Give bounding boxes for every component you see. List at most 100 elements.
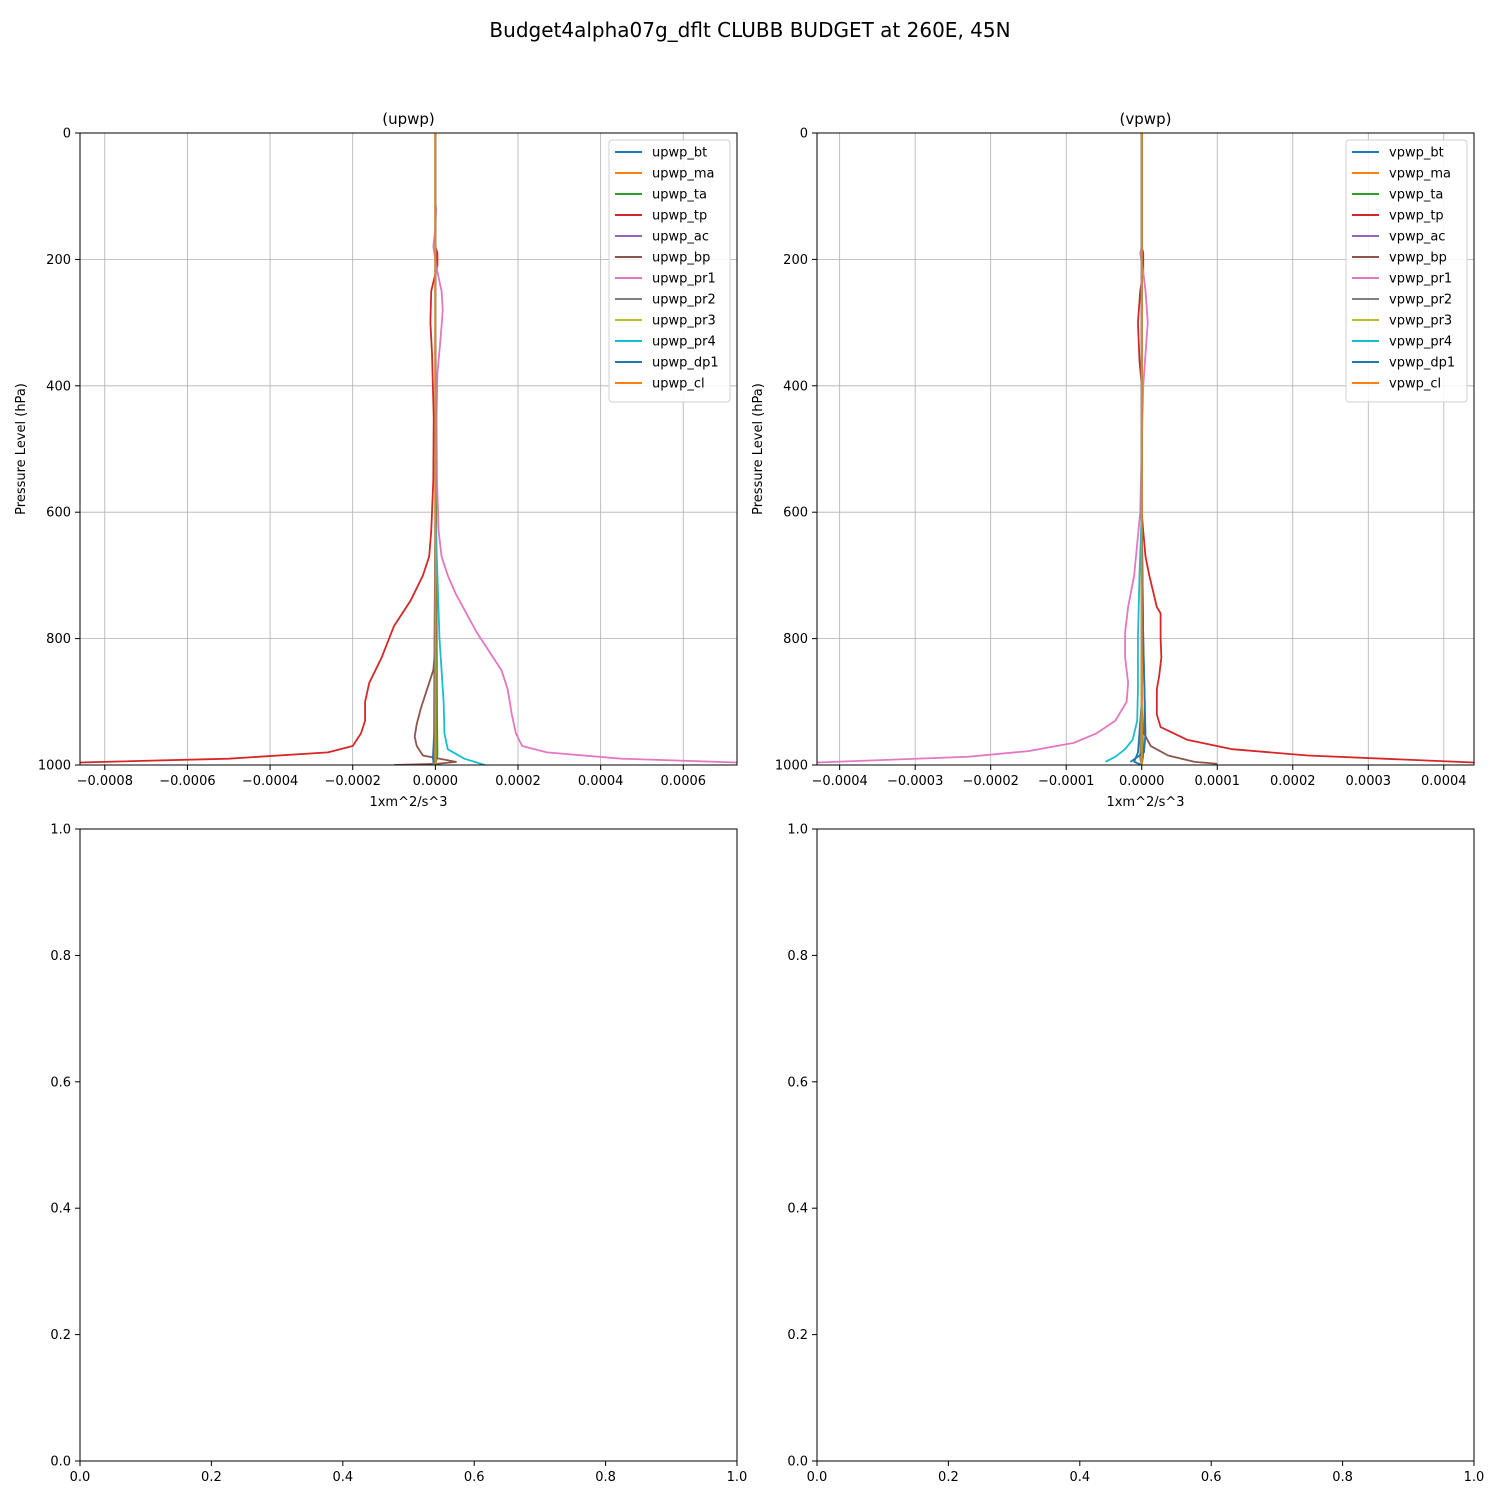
legend: upwp_bt upwp_ma upwp_ta upwp_tp upwp_ac upwp_… [608,139,731,403]
legend-entry: vpwp_ac [1389,230,1445,245]
x-tick-label: 0.0003 [1346,774,1392,789]
legend-entry: vpwp_pr3 [1389,314,1452,329]
x-tick-label: −0.0004 [811,774,867,789]
x-tick-label: 0.0002 [495,774,541,789]
y-tick-label: 0.6 [787,1075,808,1090]
x-tick-label: 0.0000 [1119,774,1165,789]
axes-frame [816,132,1475,766]
series-line-upwp_bp [394,133,457,765]
legend-entry: upwp_bt [652,146,707,161]
chart-panel-1: −0.0008 −0.0006 −0.0004 −0.0002 0.0000 0.0002… [14,110,738,810]
legend-entry: upwp_ta [652,188,707,203]
x-tick-label: −0.0003 [887,774,943,789]
x-axis-label: 1xm^2/s^3 [1106,795,1184,810]
x-tick-label: −0.0008 [77,774,133,789]
x-tick-label: 1.0 [1464,1470,1485,1485]
y-tick-label: 800 [46,632,71,647]
series-line-upwp_pr4 [434,133,486,765]
chart-title: (vpwp) [1120,110,1172,128]
y-axis-label: Pressure Level (hPa) [14,383,29,515]
series-line-vpwp_pr1 [817,133,1149,764]
legend-entry: upwp_bp [652,251,710,266]
x-tick-label: 0.2 [938,1470,959,1485]
x-tick-label: 0.0002 [1270,774,1316,789]
legend-entry: vpwp_ma [1389,167,1451,182]
chart-panel-3: 0.0 0.2 0.4 0.6 0.8 1.0 0.0 0.2 0.4 0.6 0.8 1.0 [50,823,747,1486]
chart-panel-2: −0.0004 −0.0003 −0.0002 −0.0001 0.0000 0.0001… [751,110,1475,810]
legend-entry: vpwp_pr1 [1389,272,1452,287]
y-tick-label: 600 [783,506,808,521]
x-tick-label: 0.0 [807,1470,828,1485]
x-tick-label: 0.8 [595,1470,616,1485]
chart-title: (upwp) [382,110,435,128]
x-axis-label: 1xm^2/s^3 [369,795,447,810]
legend-entry: vpwp_pr2 [1389,293,1452,308]
x-tick-label: 0.4 [1069,1470,1090,1485]
x-tick-label: −0.0002 [962,774,1018,789]
legend-entry: upwp_ma [652,167,715,182]
x-tick-label: 0.0001 [1194,774,1240,789]
legend-entry: vpwp_tp [1389,209,1444,224]
y-tick-label: 0 [63,127,71,142]
y-tick-label: 0.0 [50,1455,71,1470]
x-tick-label: −0.0001 [1038,774,1094,789]
series-group [80,133,737,765]
x-tick-label: −0.0004 [242,774,298,789]
series-line-vpwp_bp [1140,133,1218,765]
y-tick-label: 1000 [38,759,71,774]
legend-entry: vpwp_dp1 [1389,356,1455,371]
y-tick-label: 0.2 [787,1328,808,1343]
legend-entry: vpwp_bp [1389,251,1447,266]
x-tick-label: 0.8 [1332,1470,1353,1485]
legend-entry: vpwp_cl [1389,377,1441,392]
legend-entry: vpwp_pr4 [1389,335,1452,350]
series-line-upwp_tp [80,133,439,764]
figure-suptitle: Budget4alpha07g_dflt CLUBB BUDGET at 260… [489,18,1010,42]
x-tick-label: 0.6 [464,1470,485,1485]
y-tick-label: 1000 [775,759,808,774]
y-tick-label: 1.0 [50,823,71,838]
legend-entry: upwp_pr1 [652,272,716,287]
y-tick-label: 0.0 [787,1455,808,1470]
y-tick-label: 0.8 [787,949,808,964]
y-tick-label: 0.8 [50,949,71,964]
x-tick-label: 0.2 [201,1470,222,1485]
x-tick-label: 0.0000 [413,774,459,789]
x-tick-label: −0.0006 [159,774,215,789]
legend: vpwp_bt vpwp_ma vpwp_ta vpwp_tp vpwp_ac vpwp_… [1345,139,1468,403]
series-line-vpwp_pr4 [1105,133,1143,763]
y-tick-label: 0.6 [50,1075,71,1090]
x-tick-label: 0.0006 [661,774,707,789]
y-tick-label: 0.4 [50,1202,71,1217]
axes-frame [79,132,738,766]
y-axis-label: Pressure Level (hPa) [751,383,766,515]
legend-box [608,139,731,403]
chart-panel-4: 0.0 0.2 0.4 0.6 0.8 1.0 0.0 0.2 0.4 0.6 0.8 1.0 [787,823,1484,1486]
axes-frame [79,828,738,1462]
y-tick-label: 200 [46,253,71,268]
y-tick-label: 200 [783,253,808,268]
y-tick-label: 800 [783,632,808,647]
legend-entry: vpwp_ta [1389,188,1443,203]
x-tick-label: 0.0004 [1421,774,1467,789]
x-tick-label: 1.0 [727,1470,748,1485]
legend-entry: upwp_pr2 [652,293,716,308]
legend-box [1345,139,1468,403]
x-tick-label: 0.0 [70,1470,91,1485]
legend-entry: vpwp_bt [1389,146,1444,161]
legend-entry: upwp_pr4 [652,335,716,350]
legend-entry: upwp_tp [652,209,707,224]
x-tick-label: 0.6 [1201,1470,1222,1485]
series-group [817,133,1474,765]
y-tick-label: 0.2 [50,1328,71,1343]
y-tick-label: 0 [800,127,808,142]
y-tick-label: 400 [783,379,808,394]
x-tick-label: 0.0004 [578,774,624,789]
y-tick-label: 400 [46,379,71,394]
legend-entry: upwp_cl [652,377,705,392]
series-line-vpwp_tp [1137,133,1474,764]
y-tick-label: 1.0 [787,823,808,838]
y-tick-label: 600 [46,506,71,521]
